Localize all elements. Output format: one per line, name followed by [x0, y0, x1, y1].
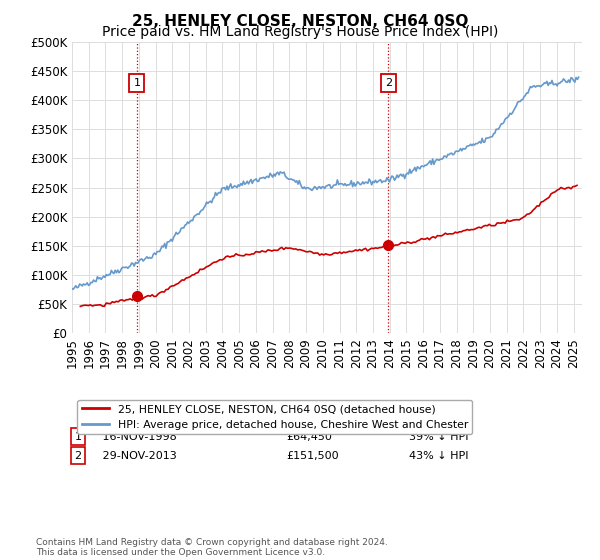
Text: £151,500: £151,500: [286, 450, 339, 460]
Text: 1: 1: [133, 78, 140, 88]
Text: 39% ↓ HPI: 39% ↓ HPI: [409, 432, 468, 442]
Text: £64,450: £64,450: [286, 432, 332, 442]
Text: 16-NOV-1998: 16-NOV-1998: [92, 432, 177, 442]
Text: 1: 1: [74, 432, 82, 442]
Text: 29-NOV-2013: 29-NOV-2013: [92, 450, 177, 460]
Text: Price paid vs. HM Land Registry's House Price Index (HPI): Price paid vs. HM Land Registry's House …: [102, 25, 498, 39]
Text: 2: 2: [74, 450, 82, 460]
Text: 2: 2: [385, 78, 392, 88]
Text: 43% ↓ HPI: 43% ↓ HPI: [409, 450, 468, 460]
Text: 25, HENLEY CLOSE, NESTON, CH64 0SQ: 25, HENLEY CLOSE, NESTON, CH64 0SQ: [132, 14, 468, 29]
Text: Contains HM Land Registry data © Crown copyright and database right 2024.
This d: Contains HM Land Registry data © Crown c…: [36, 538, 388, 557]
Legend: 25, HENLEY CLOSE, NESTON, CH64 0SQ (detached house), HPI: Average price, detache: 25, HENLEY CLOSE, NESTON, CH64 0SQ (deta…: [77, 400, 472, 434]
